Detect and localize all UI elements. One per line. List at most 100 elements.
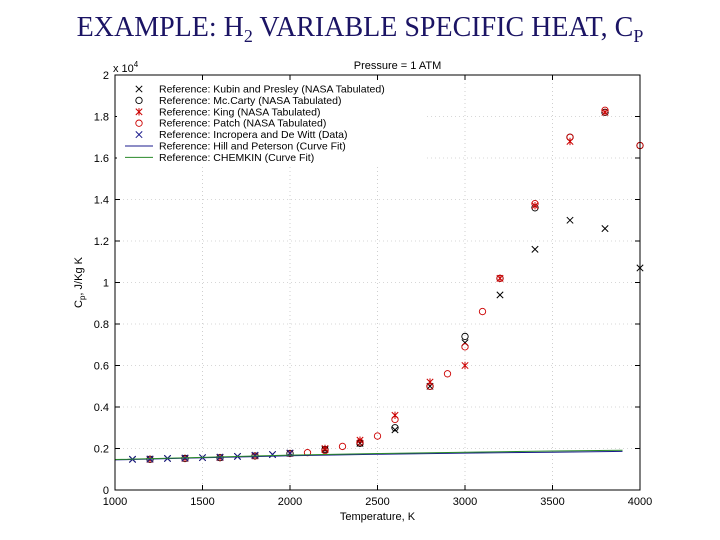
data-point — [601, 224, 609, 233]
legend-item: Reference: Incropera and De Witt (Data) — [135, 129, 348, 141]
legend-swatch — [135, 85, 143, 93]
data-point — [426, 378, 434, 386]
slide-title-rest: VARIABLE SPECIFIC HEAT, C — [252, 12, 634, 43]
data-point — [391, 424, 399, 432]
axis-ticks: 1000 1500 2000 2500 3000 3500 4000 0 0.2 0.4 0.6 0.… — [94, 70, 653, 508]
x-tick-label: 3500 — [540, 496, 564, 508]
data-point — [566, 133, 574, 141]
marker-stroke — [496, 291, 504, 299]
marker-stroke — [566, 216, 574, 224]
data-point — [566, 137, 574, 146]
legend-item: Reference: CHEMKIN (Curve Fit) — [125, 152, 314, 164]
legend-label: Reference: King (NASA Tabulated) — [159, 106, 320, 118]
data-point — [356, 436, 364, 444]
data-point — [268, 450, 277, 459]
data-point — [391, 426, 399, 434]
data-point — [601, 106, 609, 114]
legend-swatch — [135, 96, 143, 105]
y-tick-label: 0.4 — [94, 402, 109, 414]
y-axis-multiplier: x 104 — [113, 60, 139, 75]
y-tick-label: 0.2 — [94, 444, 109, 456]
y-tick-label: 1.4 — [94, 195, 109, 207]
series-1 — [128, 216, 644, 463]
x-tick-label: 1500 — [190, 496, 214, 508]
data-point — [496, 291, 504, 299]
data-point — [443, 370, 452, 378]
x-tick-label: 4000 — [628, 496, 652, 508]
data-point — [531, 202, 539, 210]
series-4 — [303, 106, 644, 457]
data-point — [426, 382, 434, 390]
y-axis-multiplier-base: x 10 — [113, 63, 134, 75]
x-tick-label: 1000 — [103, 496, 127, 508]
data-point — [531, 245, 539, 253]
x-tick-label: 3000 — [453, 496, 477, 508]
legend: Reference: Kubin and Presley (NASA Tabul… — [117, 81, 427, 167]
marker-stroke — [391, 426, 399, 434]
data-point — [356, 438, 364, 446]
y-tick-label: 0.6 — [94, 361, 109, 373]
y-tick-label: 1.8 — [94, 112, 109, 124]
legend-swatch — [135, 108, 143, 116]
legend-item: Reference: Patch (NASA Tabulated) — [135, 118, 326, 130]
marker-stroke — [135, 131, 143, 139]
y-axis-multiplier-exponent: 4 — [134, 60, 139, 69]
x-tick-label: 2500 — [365, 496, 389, 508]
y-axis-label: Cp, J/Kg K — [73, 256, 87, 308]
data-series — [114, 106, 644, 463]
x-axis-label: Temperature, K — [340, 511, 416, 523]
data-point — [391, 415, 399, 424]
marker-stroke — [251, 451, 259, 459]
series-6 — [114, 450, 623, 461]
data-point — [321, 444, 329, 453]
legend-label: Reference: Kubin and Presley (NASA Tabul… — [159, 84, 385, 96]
marker-stroke — [601, 224, 609, 233]
legend-item: Reference: King (NASA Tabulated) — [135, 106, 320, 118]
series-line — [114, 450, 623, 461]
legend-item: Reference: Hill and Peterson (Curve Fit) — [125, 141, 346, 153]
y-tick-label: 0 — [103, 485, 109, 497]
y-axis-label-sub: p — [78, 295, 87, 300]
legend-item: Reference: Mc.Carty (NASA Tabulated) — [135, 95, 341, 107]
y-axis-label-main: C — [73, 300, 85, 308]
data-point — [531, 199, 539, 208]
data-point — [461, 343, 469, 351]
y-tick-label: 0.8 — [94, 319, 109, 331]
data-point — [566, 216, 574, 224]
y-tick-label: 1.2 — [94, 236, 109, 248]
data-point — [251, 451, 259, 459]
slide-title-subscript-p: P — [633, 26, 644, 46]
legend-box — [117, 81, 427, 167]
series-7 — [114, 449, 623, 460]
x-tick-label: 2000 — [278, 496, 302, 508]
data-point — [601, 108, 609, 117]
marker-stroke — [531, 245, 539, 253]
legend-item: Reference: Kubin and Presley (NASA Tabul… — [135, 84, 385, 96]
legend-label: Reference: Incropera and De Witt (Data) — [159, 129, 348, 141]
y-tick-label: 1.6 — [94, 153, 109, 165]
legend-label: Reference: CHEMKIN (Curve Fit) — [159, 152, 314, 164]
marker-stroke — [135, 85, 143, 93]
y-tick-label: 2 — [103, 70, 109, 82]
slide-title-main: EXAMPLE: H — [76, 12, 244, 43]
legend-label: Reference: Patch (NASA Tabulated) — [159, 118, 326, 130]
chart-title: Pressure = 1 ATM — [354, 60, 442, 72]
legend-label: Reference: Hill and Peterson (Curve Fit) — [159, 141, 346, 153]
data-point — [391, 411, 399, 419]
data-point — [373, 432, 382, 440]
data-point — [338, 442, 347, 451]
data-point — [478, 307, 487, 316]
legend-label: Reference: Mc.Carty (NASA Tabulated) — [159, 95, 341, 107]
series-line — [114, 449, 623, 460]
data-point — [461, 361, 469, 370]
y-axis-label-rest: , J/Kg K — [73, 256, 85, 295]
y-tick-label: 1 — [103, 278, 109, 290]
data-point — [496, 274, 504, 282]
legend-swatch — [135, 119, 143, 127]
slide-title: EXAMPLE: H2 VARIABLE SPECIFIC HEAT, CP — [0, 12, 720, 47]
legend-swatch — [135, 131, 143, 139]
data-point — [321, 446, 329, 455]
data-point — [461, 332, 469, 341]
slide-title-subscript: 2 — [243, 26, 253, 46]
